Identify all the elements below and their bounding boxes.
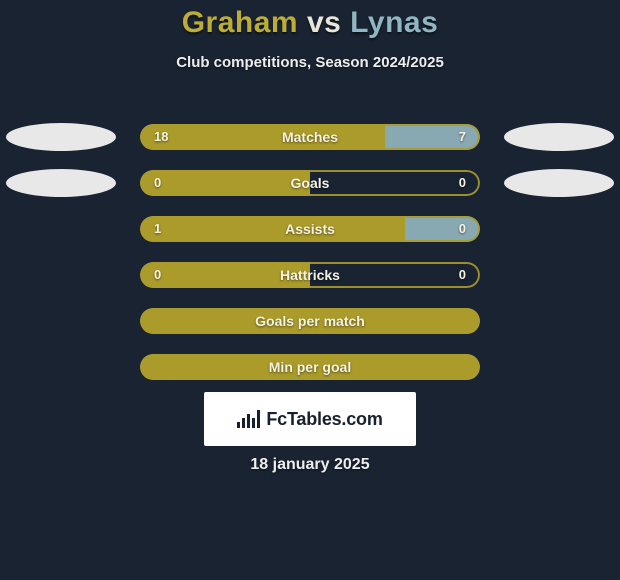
player2-avatar <box>504 169 614 197</box>
stat-value-left: 0 <box>154 262 161 288</box>
stat-label: Min per goal <box>140 354 480 380</box>
stat-value-left: 1 <box>154 216 161 242</box>
player1-avatar <box>6 169 116 197</box>
subtitle: Club competitions, Season 2024/2025 <box>0 54 620 71</box>
stat-bar-track: Hattricks0 0 <box>140 262 480 288</box>
stat-row: Assists1 0 <box>0 214 620 244</box>
stat-row: Hattricks0 0 <box>0 260 620 290</box>
stat-label: Matches <box>140 124 480 150</box>
stat-label: Goals per match <box>140 308 480 334</box>
stat-row: Min per goal <box>0 352 620 382</box>
stat-bar-track: Matches18 7 <box>140 124 480 150</box>
stat-bar-track: Min per goal <box>140 354 480 380</box>
player1-name: Graham <box>182 6 298 39</box>
stat-bar-track: Goals per match <box>140 308 480 334</box>
stat-bar-track: Assists1 0 <box>140 216 480 242</box>
stat-row: Goals0 0 <box>0 168 620 198</box>
player2-name: Lynas <box>350 6 438 39</box>
stat-value-right: 0 <box>459 170 466 196</box>
stat-row: Goals per match <box>0 306 620 336</box>
stat-rows: Matches187Goals00Assists10Hattricks00Goa… <box>0 122 620 398</box>
stat-value-left: 0 <box>154 170 161 196</box>
player2-avatar <box>504 123 614 151</box>
logo-box: FcTables.com <box>204 392 416 446</box>
stat-label: Assists <box>140 216 480 242</box>
logo-bars-icon <box>237 410 260 428</box>
stat-value-left: 18 <box>154 124 168 150</box>
logo: FcTables.com <box>237 409 382 430</box>
stat-row: Matches18 7 <box>0 122 620 152</box>
stat-bar-track: Goals0 0 <box>140 170 480 196</box>
stat-label: Hattricks <box>140 262 480 288</box>
stat-value-right: 0 <box>459 216 466 242</box>
vs-text: vs <box>307 6 341 39</box>
title: Graham vs Lynas <box>0 0 620 40</box>
stat-label: Goals <box>140 170 480 196</box>
date-text: 18 january 2025 <box>0 456 620 474</box>
logo-text: FcTables.com <box>266 409 382 430</box>
stat-value-right: 7 <box>459 124 466 150</box>
comparison-infographic: Graham vs Lynas Club competitions, Seaso… <box>0 0 620 580</box>
stat-value-right: 0 <box>459 262 466 288</box>
player1-avatar <box>6 123 116 151</box>
